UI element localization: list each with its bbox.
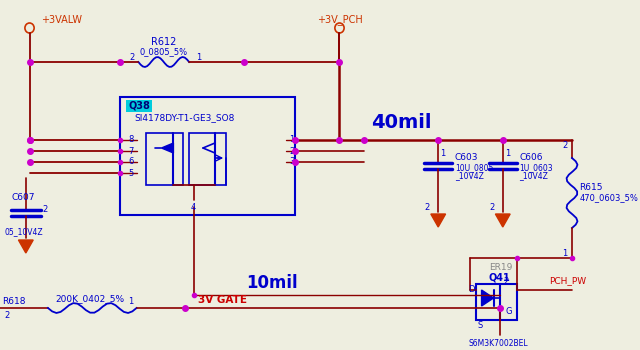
Text: 10U_0805: 10U_0805 [455, 163, 493, 173]
Bar [126, 100, 152, 112]
Text: 470_0603_5%: 470_0603_5% [579, 194, 638, 203]
Text: +3V_PCH: +3V_PCH [317, 15, 362, 26]
Text: 2: 2 [129, 52, 134, 62]
Text: 4: 4 [191, 203, 196, 211]
Bar [189, 133, 226, 185]
Text: 2: 2 [489, 203, 494, 211]
Text: 2: 2 [42, 205, 48, 215]
Text: G: G [506, 308, 512, 316]
Text: 1: 1 [505, 148, 510, 158]
Text: +3VALW: +3VALW [40, 15, 81, 25]
Text: R612: R612 [150, 37, 176, 47]
Text: _10V4Z: _10V4Z [455, 172, 484, 181]
Text: C603: C603 [455, 154, 478, 162]
Text: S: S [477, 321, 483, 329]
Text: R618: R618 [2, 296, 26, 306]
Text: D: D [468, 286, 475, 294]
Text: _10V4Z: _10V4Z [520, 172, 548, 181]
Text: 1U_0603: 1U_0603 [520, 163, 553, 173]
Bar [476, 284, 516, 320]
Text: 2: 2 [289, 147, 294, 155]
Text: 40mil: 40mil [371, 113, 431, 133]
Polygon shape [481, 290, 493, 306]
Text: S6M3K7002BEL: S6M3K7002BEL [468, 340, 528, 349]
Polygon shape [19, 240, 33, 253]
Text: 1: 1 [562, 248, 568, 258]
Text: Q38: Q38 [129, 101, 150, 111]
Polygon shape [431, 214, 445, 227]
Text: 05_10V4Z: 05_10V4Z [4, 228, 44, 237]
Text: SI4178DY-T1-GE3_SO8: SI4178DY-T1-GE3_SO8 [134, 113, 235, 122]
Text: ER19: ER19 [489, 264, 513, 273]
Text: 5: 5 [129, 168, 134, 177]
Text: 1: 1 [440, 148, 445, 158]
Text: 2: 2 [4, 310, 10, 320]
Text: 0_0805_5%: 0_0805_5% [140, 48, 188, 56]
Polygon shape [495, 214, 510, 227]
Text: C607: C607 [11, 194, 35, 203]
Text: 3V GATE: 3V GATE [198, 295, 247, 305]
Text: Q41: Q41 [489, 273, 511, 283]
Text: 1: 1 [196, 52, 201, 62]
Text: 2: 2 [424, 203, 430, 211]
Text: 2: 2 [503, 278, 508, 287]
Bar [146, 133, 182, 185]
Text: 1: 1 [129, 296, 134, 306]
Text: 6: 6 [128, 158, 134, 167]
Bar [120, 97, 295, 215]
Text: 3: 3 [289, 158, 294, 167]
Text: R615: R615 [579, 183, 603, 192]
Text: 1: 1 [289, 135, 294, 145]
Text: 200K_0402_5%: 200K_0402_5% [55, 294, 124, 303]
Text: 2: 2 [562, 140, 568, 149]
Polygon shape [161, 143, 173, 153]
Text: PCH_PW: PCH_PW [549, 276, 586, 286]
Text: 8: 8 [128, 135, 134, 145]
Text: 7: 7 [128, 147, 134, 155]
Text: C606: C606 [520, 154, 543, 162]
Text: 10mil: 10mil [246, 274, 298, 292]
